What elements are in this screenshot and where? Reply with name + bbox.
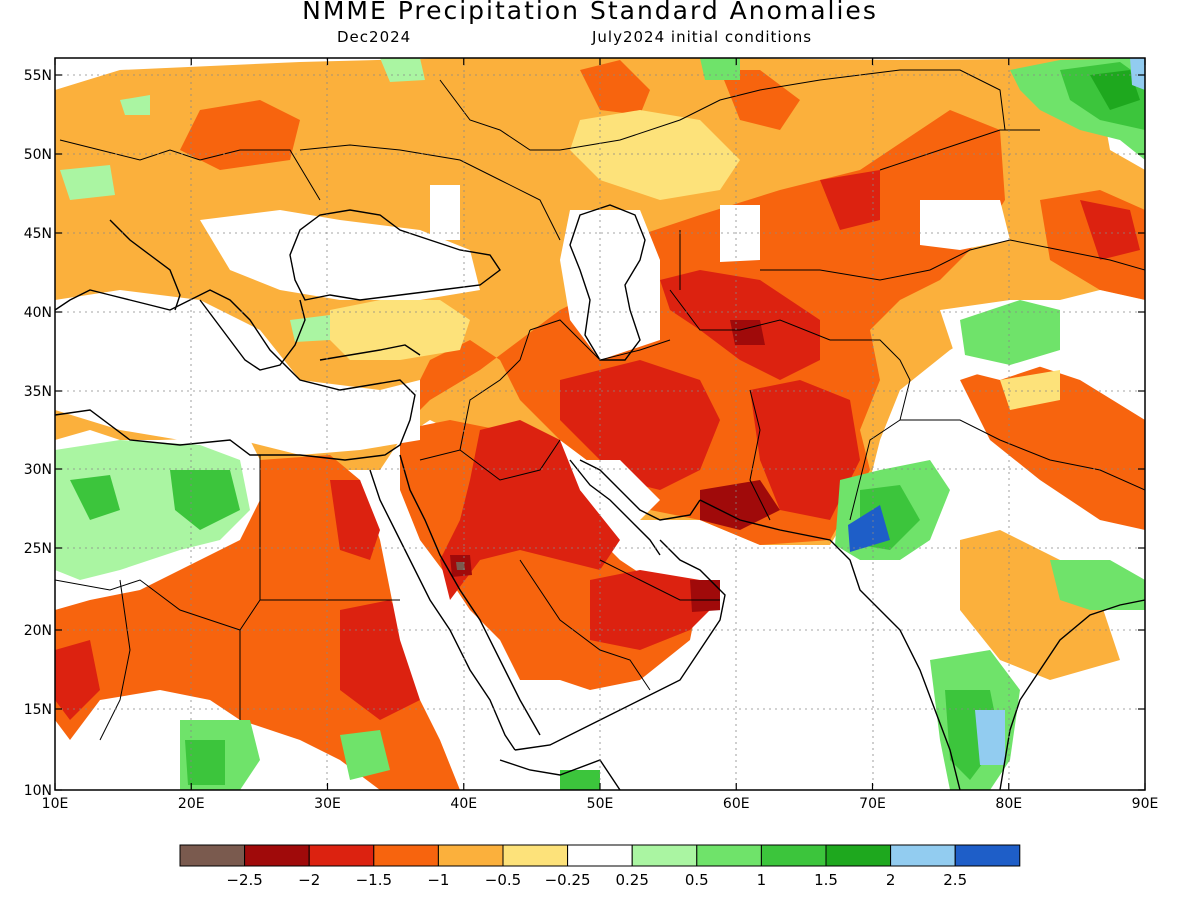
- near-normal-black-sea: [200, 210, 480, 300]
- lon-tick-label: 40E: [450, 796, 477, 812]
- valid-month-label: Dec2024: [337, 28, 412, 46]
- near-normal-mediterranean: [55, 290, 420, 455]
- near-normal-caspian: [560, 210, 660, 360]
- anomaly-region-neg15-arabia: [440, 420, 620, 600]
- colorbar-swatch: [308, 844, 375, 867]
- coastlines: [55, 204, 1145, 790]
- colorbar-label: −0.5: [485, 871, 521, 889]
- colorbar-swatch: [179, 844, 246, 867]
- colorbar-label: 0.25: [615, 871, 648, 889]
- chart-title: NMME Precipitation Standard Anomalies: [302, 0, 878, 25]
- lat-tick-label: 55N: [24, 68, 52, 84]
- colorbar: −2.5 −2 −1.5 −1 −0.5 −0.25 0.25 0.5 1 1.5 2 2.5: [179, 844, 1021, 889]
- lat-tick-label: 25N: [24, 541, 52, 557]
- lat-tick-label: 20N: [24, 623, 52, 639]
- anomaly-region-neg025-turkey: [330, 300, 470, 360]
- colorbar-swatch: [567, 844, 633, 867]
- colorbar-label: 1.5: [814, 871, 838, 889]
- colorbar-swatch: [760, 844, 827, 867]
- lon-tick-label: 60E: [723, 796, 750, 812]
- lat-tick-label: 35N: [24, 384, 52, 400]
- lat-tick-label: 45N: [24, 226, 52, 242]
- colorbar-label: −2: [298, 871, 320, 889]
- initial-conditions-label: July2024 initial conditions: [592, 28, 813, 46]
- lat-tick-label: 30N: [24, 462, 52, 478]
- lat-tick-label: 15N: [24, 702, 52, 718]
- lat-tick-label: 40N: [24, 305, 52, 321]
- lon-tick-label: 10E: [42, 796, 69, 812]
- colorbar-label: −2.5: [226, 871, 262, 889]
- colorbar-label: 0.5: [685, 871, 709, 889]
- colorbar-swatch: [825, 844, 892, 867]
- anomaly-region-pos05-tibet: [960, 300, 1060, 365]
- political-borders: [55, 69, 1145, 741]
- lon-tick-label: 20E: [178, 796, 205, 812]
- lat-tick-label: 10N: [24, 783, 52, 799]
- gridlines: [55, 58, 1145, 790]
- colorbar-swatch: [954, 844, 1021, 867]
- axes: 10E 20E 30E 40E 50E 60E 70E 80E 90E 55N 50N 45N 40N 3…: [24, 58, 1159, 812]
- colorbar-label: −0.25: [545, 871, 591, 889]
- colorbar-label: −1.5: [356, 871, 392, 889]
- colorbar-label: 2.5: [943, 871, 967, 889]
- colorbar-swatch: [631, 844, 698, 867]
- lon-tick-label: 80E: [995, 796, 1022, 812]
- near-normal-red-sea: [380, 540, 520, 790]
- colorbar-swatch: [437, 844, 504, 867]
- anomaly-field: [55, 58, 1145, 790]
- lon-tick-label: 50E: [587, 796, 614, 812]
- near-normal-arabian-sea: [700, 550, 960, 790]
- colorbar-swatch: [373, 844, 439, 867]
- anomaly-region-neg15-iran: [560, 360, 720, 490]
- lon-tick-label: 70E: [859, 796, 886, 812]
- colorbar-label: 1: [757, 871, 767, 889]
- lon-tick-label: 30E: [314, 796, 341, 812]
- colorbar-swatch: [244, 844, 310, 867]
- colorbar-label: −1: [427, 871, 449, 889]
- colorbar-swatch: [502, 844, 569, 867]
- lat-tick-label: 50N: [24, 147, 52, 163]
- colorbar-label: 2: [886, 871, 896, 889]
- lon-tick-label: 90E: [1132, 796, 1159, 812]
- colorbar-swatch: [890, 844, 956, 867]
- colorbar-swatch: [696, 844, 762, 867]
